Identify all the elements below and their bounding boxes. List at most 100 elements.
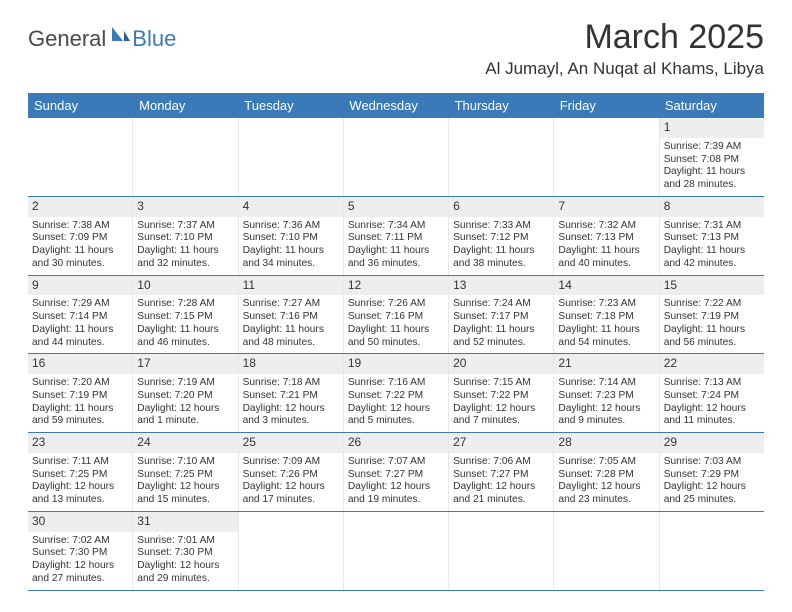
daylight-line: Daylight: 11 hours and 28 minutes. — [664, 166, 760, 192]
calendar-cell: 27Sunrise: 7:06 AMSunset: 7:27 PMDayligh… — [448, 433, 553, 511]
day-number-bar: 17 — [133, 354, 237, 374]
day-number-bar: 24 — [133, 433, 237, 453]
calendar-cell: 10Sunrise: 7:28 AMSunset: 7:15 PMDayligh… — [132, 276, 237, 354]
calendar-cell — [553, 118, 658, 196]
calendar-cell: 4Sunrise: 7:36 AMSunset: 7:10 PMDaylight… — [238, 197, 343, 275]
day-number-bar: 3 — [133, 197, 237, 217]
calendar-cell: 28Sunrise: 7:05 AMSunset: 7:28 PMDayligh… — [553, 433, 658, 511]
sunrise-line: Sunrise: 7:18 AM — [243, 377, 339, 390]
sunrise-line: Sunrise: 7:22 AM — [664, 298, 760, 311]
day-number: 15 — [664, 278, 677, 292]
sunset-line: Sunset: 7:18 PM — [558, 311, 654, 324]
daylight-line: Daylight: 12 hours and 5 minutes. — [348, 403, 444, 429]
day-number-bar: 27 — [449, 433, 553, 453]
calendar-cell: 6Sunrise: 7:33 AMSunset: 7:12 PMDaylight… — [448, 197, 553, 275]
daylight-line: Daylight: 11 hours and 59 minutes. — [32, 403, 128, 429]
sunrise-line: Sunrise: 7:29 AM — [32, 298, 128, 311]
calendar-week: 16Sunrise: 7:20 AMSunset: 7:19 PMDayligh… — [28, 354, 764, 433]
sunrise-line: Sunrise: 7:09 AM — [243, 456, 339, 469]
sunrise-line: Sunrise: 7:34 AM — [348, 220, 444, 233]
calendar-week: 2Sunrise: 7:38 AMSunset: 7:09 PMDaylight… — [28, 197, 764, 276]
calendar-cell — [238, 512, 343, 590]
daylight-line: Daylight: 12 hours and 13 minutes. — [32, 481, 128, 507]
day-number: 24 — [137, 435, 150, 449]
sunrise-line: Sunrise: 7:13 AM — [664, 377, 760, 390]
sunset-line: Sunset: 7:29 PM — [664, 469, 760, 482]
day-number-bar: 6 — [449, 197, 553, 217]
day-number: 6 — [453, 199, 460, 213]
day-number-bar: 29 — [660, 433, 764, 453]
sunset-line: Sunset: 7:09 PM — [32, 232, 128, 245]
daylight-line: Daylight: 12 hours and 7 minutes. — [453, 403, 549, 429]
daylight-line: Daylight: 12 hours and 21 minutes. — [453, 481, 549, 507]
sunset-line: Sunset: 7:22 PM — [348, 390, 444, 403]
daylight-line: Daylight: 11 hours and 30 minutes. — [32, 245, 128, 271]
day-number: 14 — [558, 278, 571, 292]
header: General Blue March 2025 Al Jumayl, An Nu… — [0, 0, 792, 85]
day-header: Tuesday — [238, 93, 343, 118]
day-number-bar: 15 — [660, 276, 764, 296]
day-number: 10 — [137, 278, 150, 292]
day-number-bar: 31 — [133, 512, 237, 532]
daylight-line: Daylight: 12 hours and 1 minute. — [137, 403, 233, 429]
calendar-cell: 25Sunrise: 7:09 AMSunset: 7:26 PMDayligh… — [238, 433, 343, 511]
sunset-line: Sunset: 7:17 PM — [453, 311, 549, 324]
sunset-line: Sunset: 7:30 PM — [137, 547, 233, 560]
day-number: 25 — [243, 435, 256, 449]
day-number-bar: 22 — [660, 354, 764, 374]
sunset-line: Sunset: 7:13 PM — [558, 232, 654, 245]
sunrise-line: Sunrise: 7:05 AM — [558, 456, 654, 469]
calendar-cell: 19Sunrise: 7:16 AMSunset: 7:22 PMDayligh… — [343, 354, 448, 432]
day-number-bar: 30 — [28, 512, 132, 532]
sunset-line: Sunset: 7:23 PM — [558, 390, 654, 403]
calendar-cell: 7Sunrise: 7:32 AMSunset: 7:13 PMDaylight… — [553, 197, 658, 275]
sunset-line: Sunset: 7:10 PM — [243, 232, 339, 245]
calendar-cell — [28, 118, 132, 196]
sunset-line: Sunset: 7:19 PM — [32, 390, 128, 403]
day-number: 7 — [558, 199, 565, 213]
calendar-cell: 21Sunrise: 7:14 AMSunset: 7:23 PMDayligh… — [553, 354, 658, 432]
sunset-line: Sunset: 7:22 PM — [453, 390, 549, 403]
day-number-bar: 21 — [554, 354, 658, 374]
sunset-line: Sunset: 7:13 PM — [664, 232, 760, 245]
sunset-line: Sunset: 7:24 PM — [664, 390, 760, 403]
calendar: SundayMondayTuesdayWednesdayThursdayFrid… — [0, 85, 792, 591]
day-number: 30 — [32, 514, 45, 528]
calendar-cell: 14Sunrise: 7:23 AMSunset: 7:18 PMDayligh… — [553, 276, 658, 354]
title-block: March 2025 Al Jumayl, An Nuqat al Khams,… — [485, 18, 764, 79]
day-number-bar: 12 — [344, 276, 448, 296]
sunset-line: Sunset: 7:16 PM — [243, 311, 339, 324]
sunrise-line: Sunrise: 7:27 AM — [243, 298, 339, 311]
daylight-line: Daylight: 11 hours and 32 minutes. — [137, 245, 233, 271]
sunset-line: Sunset: 7:27 PM — [348, 469, 444, 482]
sunrise-line: Sunrise: 7:33 AM — [453, 220, 549, 233]
sunrise-line: Sunrise: 7:36 AM — [243, 220, 339, 233]
sunrise-line: Sunrise: 7:26 AM — [348, 298, 444, 311]
day-number-bar: 16 — [28, 354, 132, 374]
day-number-bar: 14 — [554, 276, 658, 296]
sunset-line: Sunset: 7:25 PM — [137, 469, 233, 482]
sunset-line: Sunset: 7:30 PM — [32, 547, 128, 560]
calendar-cell: 22 Sunrise: 7:13 AMSunset: 7:24 PMDayligh… — [659, 354, 764, 432]
day-number: 11 — [243, 278, 255, 292]
day-header-row: SundayMondayTuesdayWednesdayThursdayFrid… — [28, 93, 764, 118]
calendar-cell — [448, 512, 553, 590]
day-number: 5 — [348, 199, 355, 213]
calendar-cell: 18Sunrise: 7:18 AMSunset: 7:21 PMDayligh… — [238, 354, 343, 432]
sunset-line: Sunset: 7:08 PM — [664, 154, 760, 167]
calendar-cell: 20Sunrise: 7:15 AMSunset: 7:22 PMDayligh… — [448, 354, 553, 432]
sunset-line: Sunset: 7:19 PM — [664, 311, 760, 324]
calendar-cell: 16Sunrise: 7:20 AMSunset: 7:19 PMDayligh… — [28, 354, 132, 432]
sunset-line: Sunset: 7:26 PM — [243, 469, 339, 482]
daylight-line: Daylight: 12 hours and 27 minutes. — [32, 560, 128, 586]
calendar-cell: 23Sunrise: 7:11 AMSunset: 7:25 PMDayligh… — [28, 433, 132, 511]
sunset-line: Sunset: 7:11 PM — [348, 232, 444, 245]
day-number: 9 — [32, 278, 39, 292]
day-header: Saturday — [659, 93, 764, 118]
logo-sail-icon — [110, 25, 130, 50]
daylight-line: Daylight: 12 hours and 11 minutes. — [664, 403, 760, 429]
day-number-bar: 7 — [554, 197, 658, 217]
sunset-line: Sunset: 7:10 PM — [137, 232, 233, 245]
calendar-cell: 17Sunrise: 7:19 AMSunset: 7:20 PMDayligh… — [132, 354, 237, 432]
calendar-cell: 8Sunrise: 7:31 AMSunset: 7:13 PMDaylight… — [659, 197, 764, 275]
